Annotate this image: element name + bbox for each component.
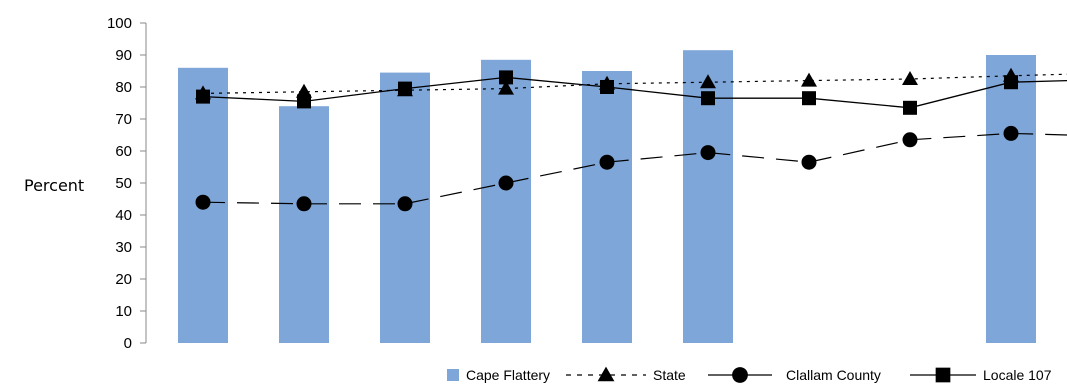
y-tick-label: 80: [115, 79, 132, 96]
legend-marker-state: [597, 366, 615, 382]
marker-state: [801, 72, 817, 87]
legend-marker-locale-107: [935, 367, 951, 383]
marker-clallam-county: [195, 194, 211, 210]
marker-locale-107: [600, 80, 614, 94]
series-markers: [195, 67, 1019, 212]
legend: Cape Flattery State Clallam County Locale 1…: [447, 366, 1052, 383]
legend-swatch-cape-flattery: [447, 369, 459, 381]
marker-state: [498, 80, 514, 95]
marker-locale-107: [903, 100, 917, 115]
marker-locale-107: [1004, 75, 1018, 90]
marker-clallam-county: [498, 175, 514, 191]
y-axis: 0 10 20 30 40 50 60 70 80 90 100: [107, 15, 147, 352]
marker-clallam-county: [397, 196, 413, 212]
bar-cape-flattery: [481, 59, 531, 344]
y-tick-label: 60: [115, 143, 132, 160]
y-tick-label: 0: [124, 335, 132, 352]
marker-clallam-county: [1003, 125, 1019, 141]
marker-locale-107: [196, 89, 210, 104]
line-clallam-county: [202, 132, 1067, 205]
marker-state: [902, 71, 918, 85]
marker-locale-107: [398, 81, 412, 96]
y-tick-label: 40: [115, 207, 132, 224]
marker-state: [296, 83, 312, 98]
marker-clallam-county: [700, 145, 716, 161]
marker-state: [700, 74, 716, 89]
marker-clallam-county: [902, 132, 918, 148]
marker-clallam-county: [599, 154, 615, 170]
y-axis-title: Percent: [24, 176, 84, 195]
marker-clallam-county: [296, 196, 312, 212]
bar-cape-flattery: [582, 71, 632, 343]
y-tick-label: 50: [115, 175, 132, 192]
y-tick-label: 90: [115, 47, 132, 64]
line-locale-107: [202, 76, 1067, 109]
y-tick-label: 30: [115, 239, 132, 256]
marker-locale-107: [701, 91, 715, 106]
legend-label-clallam-county: Clallam County: [786, 367, 881, 383]
series-lines: [202, 73, 1067, 205]
bar-cape-flattery: [986, 55, 1036, 343]
y-tick-label: 70: [115, 111, 132, 128]
bar-cape-flattery: [279, 106, 329, 343]
marker-locale-107: [499, 70, 513, 85]
marker-locale-107: [297, 94, 311, 109]
marker-clallam-county: [801, 154, 817, 170]
legend-label-state: State: [653, 367, 686, 383]
legend-marker-clallam-county: [732, 367, 748, 383]
marker-locale-107: [802, 91, 816, 106]
y-tick-label: 20: [115, 271, 132, 288]
legend-label-locale-107: Locale 107: [983, 367, 1052, 383]
y-tick-label: 10: [115, 303, 132, 320]
legend-label-cape-flattery: Cape Flattery: [466, 367, 550, 383]
y-tick-label: 100: [107, 15, 132, 32]
